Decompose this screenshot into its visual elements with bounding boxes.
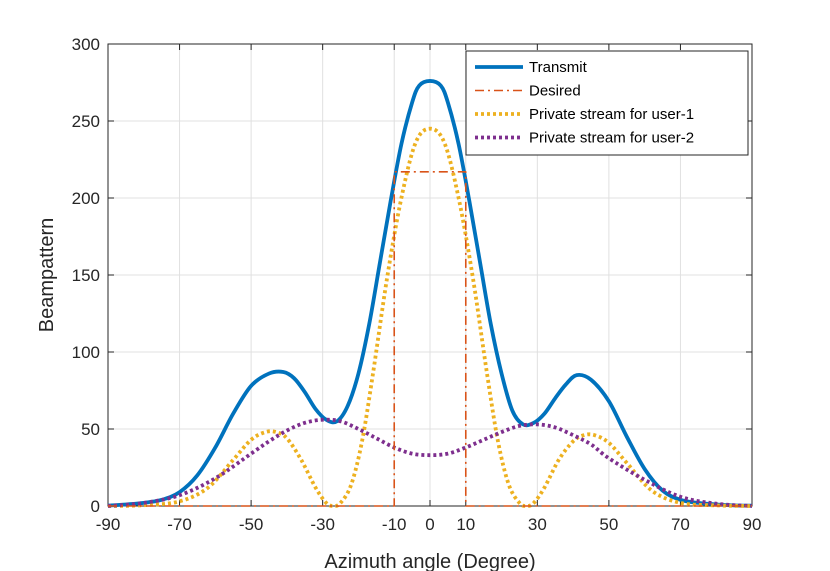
- legend-label: Private stream for user-2: [529, 130, 694, 147]
- y-tick-label: 200: [72, 189, 100, 208]
- x-tick-label: 10: [456, 515, 475, 534]
- y-tick-label: 0: [91, 497, 100, 516]
- axis-ticks: -90 -70 -50 -30 -10 0 10 30 50 70 90 0 50 100 150 200 25…: [72, 35, 762, 534]
- x-tick-label: -10: [382, 515, 407, 534]
- x-tick-label: 30: [528, 515, 547, 534]
- y-tick-label: 300: [72, 35, 100, 54]
- series-lines: [107, 79, 753, 508]
- legend-label: Transmit: [529, 59, 588, 76]
- y-tick-label: 250: [72, 112, 100, 131]
- legend-label: Private stream for user-1: [529, 106, 694, 123]
- x-tick-label: 0: [425, 515, 434, 534]
- axis-labels: Azimuth angle (Degree) Beampattern: [36, 218, 536, 571]
- y-tick-label: 100: [72, 343, 100, 362]
- y-tick-label: 50: [81, 420, 100, 439]
- x-tick-label: 90: [743, 515, 762, 534]
- x-tick-label: -90: [96, 515, 121, 534]
- x-tick-label: -70: [167, 515, 192, 534]
- x-axis-label: Azimuth angle (Degree): [324, 551, 535, 571]
- y-tick-label: 150: [72, 266, 100, 285]
- legend-label: Desired: [529, 83, 581, 100]
- x-tick-label: -30: [310, 515, 335, 534]
- x-tick-label: 70: [671, 515, 690, 534]
- legend: Transmit Desired Private stream for user-1…: [465, 50, 749, 156]
- series-line-private-stream-for-user-2: [107, 417, 753, 508]
- x-tick-label: 50: [599, 515, 618, 534]
- y-axis-label: Beampattern: [36, 218, 58, 333]
- x-tick-label: -50: [239, 515, 264, 534]
- series-line-private-stream-for-user-1: [107, 126, 753, 508]
- series-line-transmit: [107, 79, 753, 508]
